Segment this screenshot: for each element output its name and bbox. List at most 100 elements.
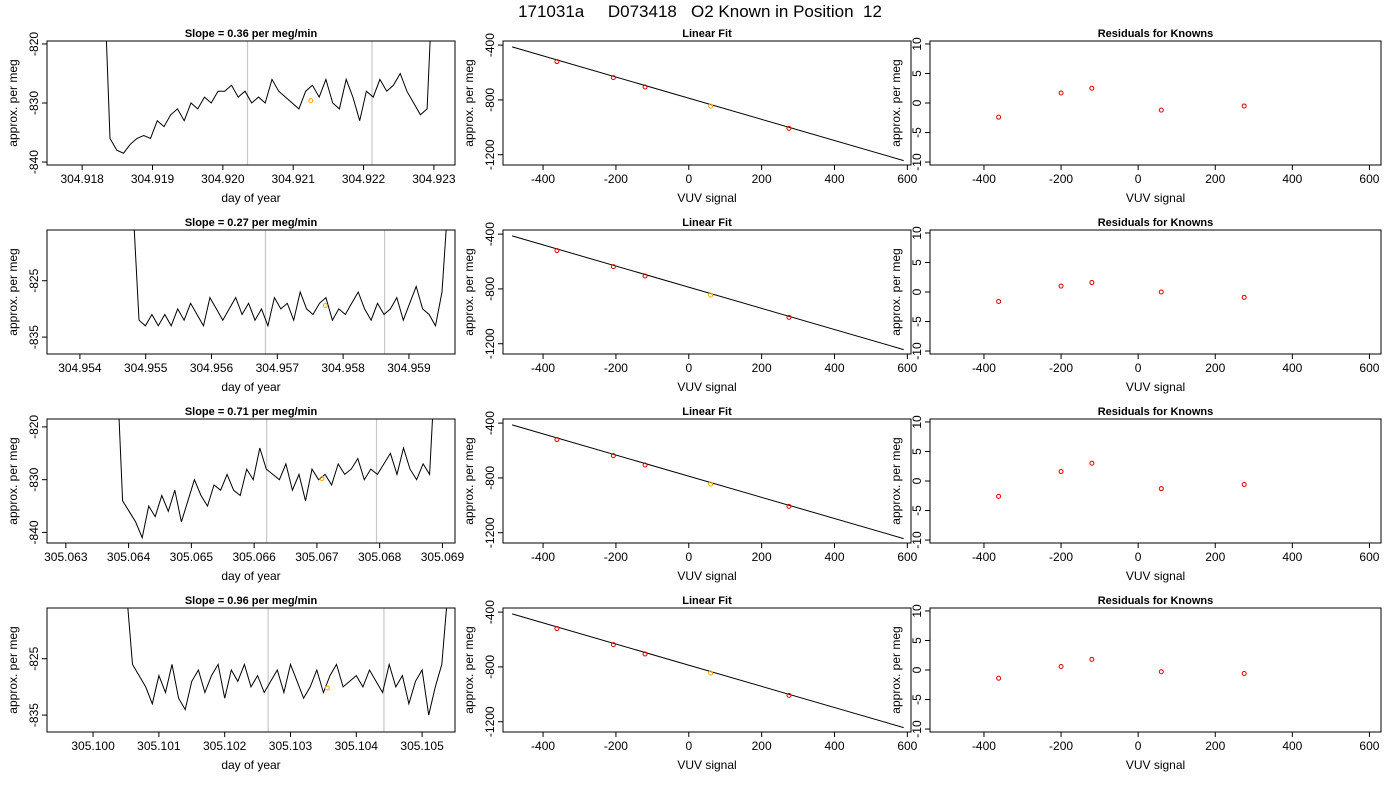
signal-line [105,41,431,154]
y-tick-label: -825 [27,268,41,292]
y-axis-label: approx. per meg [462,248,476,335]
y-tick-label: 10 [910,37,924,51]
panel-title: Linear Fit [682,28,732,40]
plot-frame [929,607,1382,733]
x-tick-label: 305.103 [269,739,313,753]
x-axis-label: VUV signal [1126,758,1185,772]
y-axis-label: approx. per meg [6,437,20,524]
x-tick-label: 600 [897,550,917,564]
plot-area [105,41,431,165]
x-tick-label: 305.068 [358,550,402,564]
x-tick-label: 304.957 [256,361,300,375]
data-point [1241,482,1247,488]
data-point [1089,280,1095,286]
x-tick-label: -200 [604,361,628,375]
plot-frame [929,40,1382,166]
x-tick-label: -200 [1049,550,1073,564]
x-axis-label: VUV signal [1126,569,1185,583]
y-tick-label: -830 [27,467,41,491]
x-tick-label: 400 [1282,361,1302,375]
y-axis-label: approx. per meg [889,437,903,524]
sample-point-marker [322,303,328,309]
panel-title: Slope = 0.27 per meg/min [185,217,318,229]
x-tick-label: -400 [531,739,555,753]
x-axis-label: VUV signal [677,758,736,772]
panel-title: Linear Fit [682,406,732,418]
data-point [1241,294,1247,300]
x-tick-label: 200 [752,739,772,753]
panel-4-2: Linear Fit -400 -200 0 200 400 600 -1200 -800 -40… [462,595,918,772]
sample-point-marker [319,476,325,482]
fit-line [511,613,904,729]
plot-area [133,230,447,354]
panel-title: Slope = 0.36 per meg/min [185,28,318,40]
x-tick-label: 305.064 [107,550,151,564]
data-point [1158,107,1164,113]
plot-frame [46,418,456,544]
x-axis-label: day of year [221,758,280,772]
y-axis-label: approx. per meg [462,437,476,524]
plot-area [127,608,448,732]
plot-frame [46,229,456,355]
x-tick-label: 200 [752,550,772,564]
plot-frame [929,229,1382,355]
y-tick-label: -5 [910,127,924,138]
y-tick-label: -820 [27,415,41,439]
plot-area [996,85,1247,120]
y-axis-label: approx. per meg [889,626,903,713]
x-tick-label: -200 [604,550,628,564]
y-tick-label: -800 [483,655,497,679]
plot-area [118,419,433,543]
plot-area [996,656,1247,681]
x-tick-label: 200 [752,172,772,186]
data-point [642,273,648,279]
panel-2-3: Residuals for Knowns-400 -200 0 200 400 600-1… [889,217,1382,394]
data-point [642,651,648,657]
x-tick-label: 400 [1282,739,1302,753]
x-tick-label: 200 [752,361,772,375]
y-axis-label: approx. per meg [6,626,20,713]
panel-1-3: Residuals for Knowns-400 -200 0 200 400 600-1… [889,28,1382,205]
y-axis-label: approx. per meg [889,59,903,146]
data-point [554,626,560,632]
data-point [708,481,714,487]
data-point [610,75,616,81]
y-tick-label: 0 [910,288,924,295]
plot-area [996,280,1247,304]
x-tick-label: 305.101 [137,739,181,753]
data-point [610,453,616,459]
plot-frame [929,418,1382,544]
x-tick-label: 600 [897,739,917,753]
plot-frame [502,418,912,544]
y-axis-label: approx. per meg [6,59,20,146]
x-tick-label: 304.923 [412,172,456,186]
x-tick-label: 304.956 [190,361,234,375]
y-tick-label: -830 [27,91,41,115]
data-point [708,670,714,676]
x-tick-label: 600 [1359,739,1379,753]
x-tick-label: 400 [1282,172,1302,186]
panel-3-1: Slope = 0.71 per meg/min 305.063 305.064 30… [6,406,464,583]
panel-title: Linear Fit [682,595,732,607]
x-tick-label: 600 [897,172,917,186]
x-axis-label: VUV signal [1126,191,1185,205]
x-tick-label: 305.065 [170,550,214,564]
data-point [554,437,560,443]
x-tick-label: -400 [972,361,996,375]
signal-line [127,608,448,716]
plot-area [511,613,904,729]
y-tick-label: -10 [910,342,924,360]
plot-area [511,424,904,540]
sample-point-marker [324,685,330,691]
data-point [1089,460,1095,466]
panel-title: Residuals for Knowns [1098,406,1214,418]
y-tick-label: 0 [910,477,924,484]
y-tick-label: -840 [27,150,41,174]
data-point [786,125,792,131]
data-point [708,103,714,109]
y-tick-label: 0 [910,666,924,673]
x-tick-label: 305.067 [295,550,339,564]
panel-2-2: Linear Fit -400 -200 0 200 400 600 -1200 -800 -40… [462,217,918,394]
y-tick-label: -10 [910,720,924,738]
y-tick-label: -10 [910,153,924,171]
